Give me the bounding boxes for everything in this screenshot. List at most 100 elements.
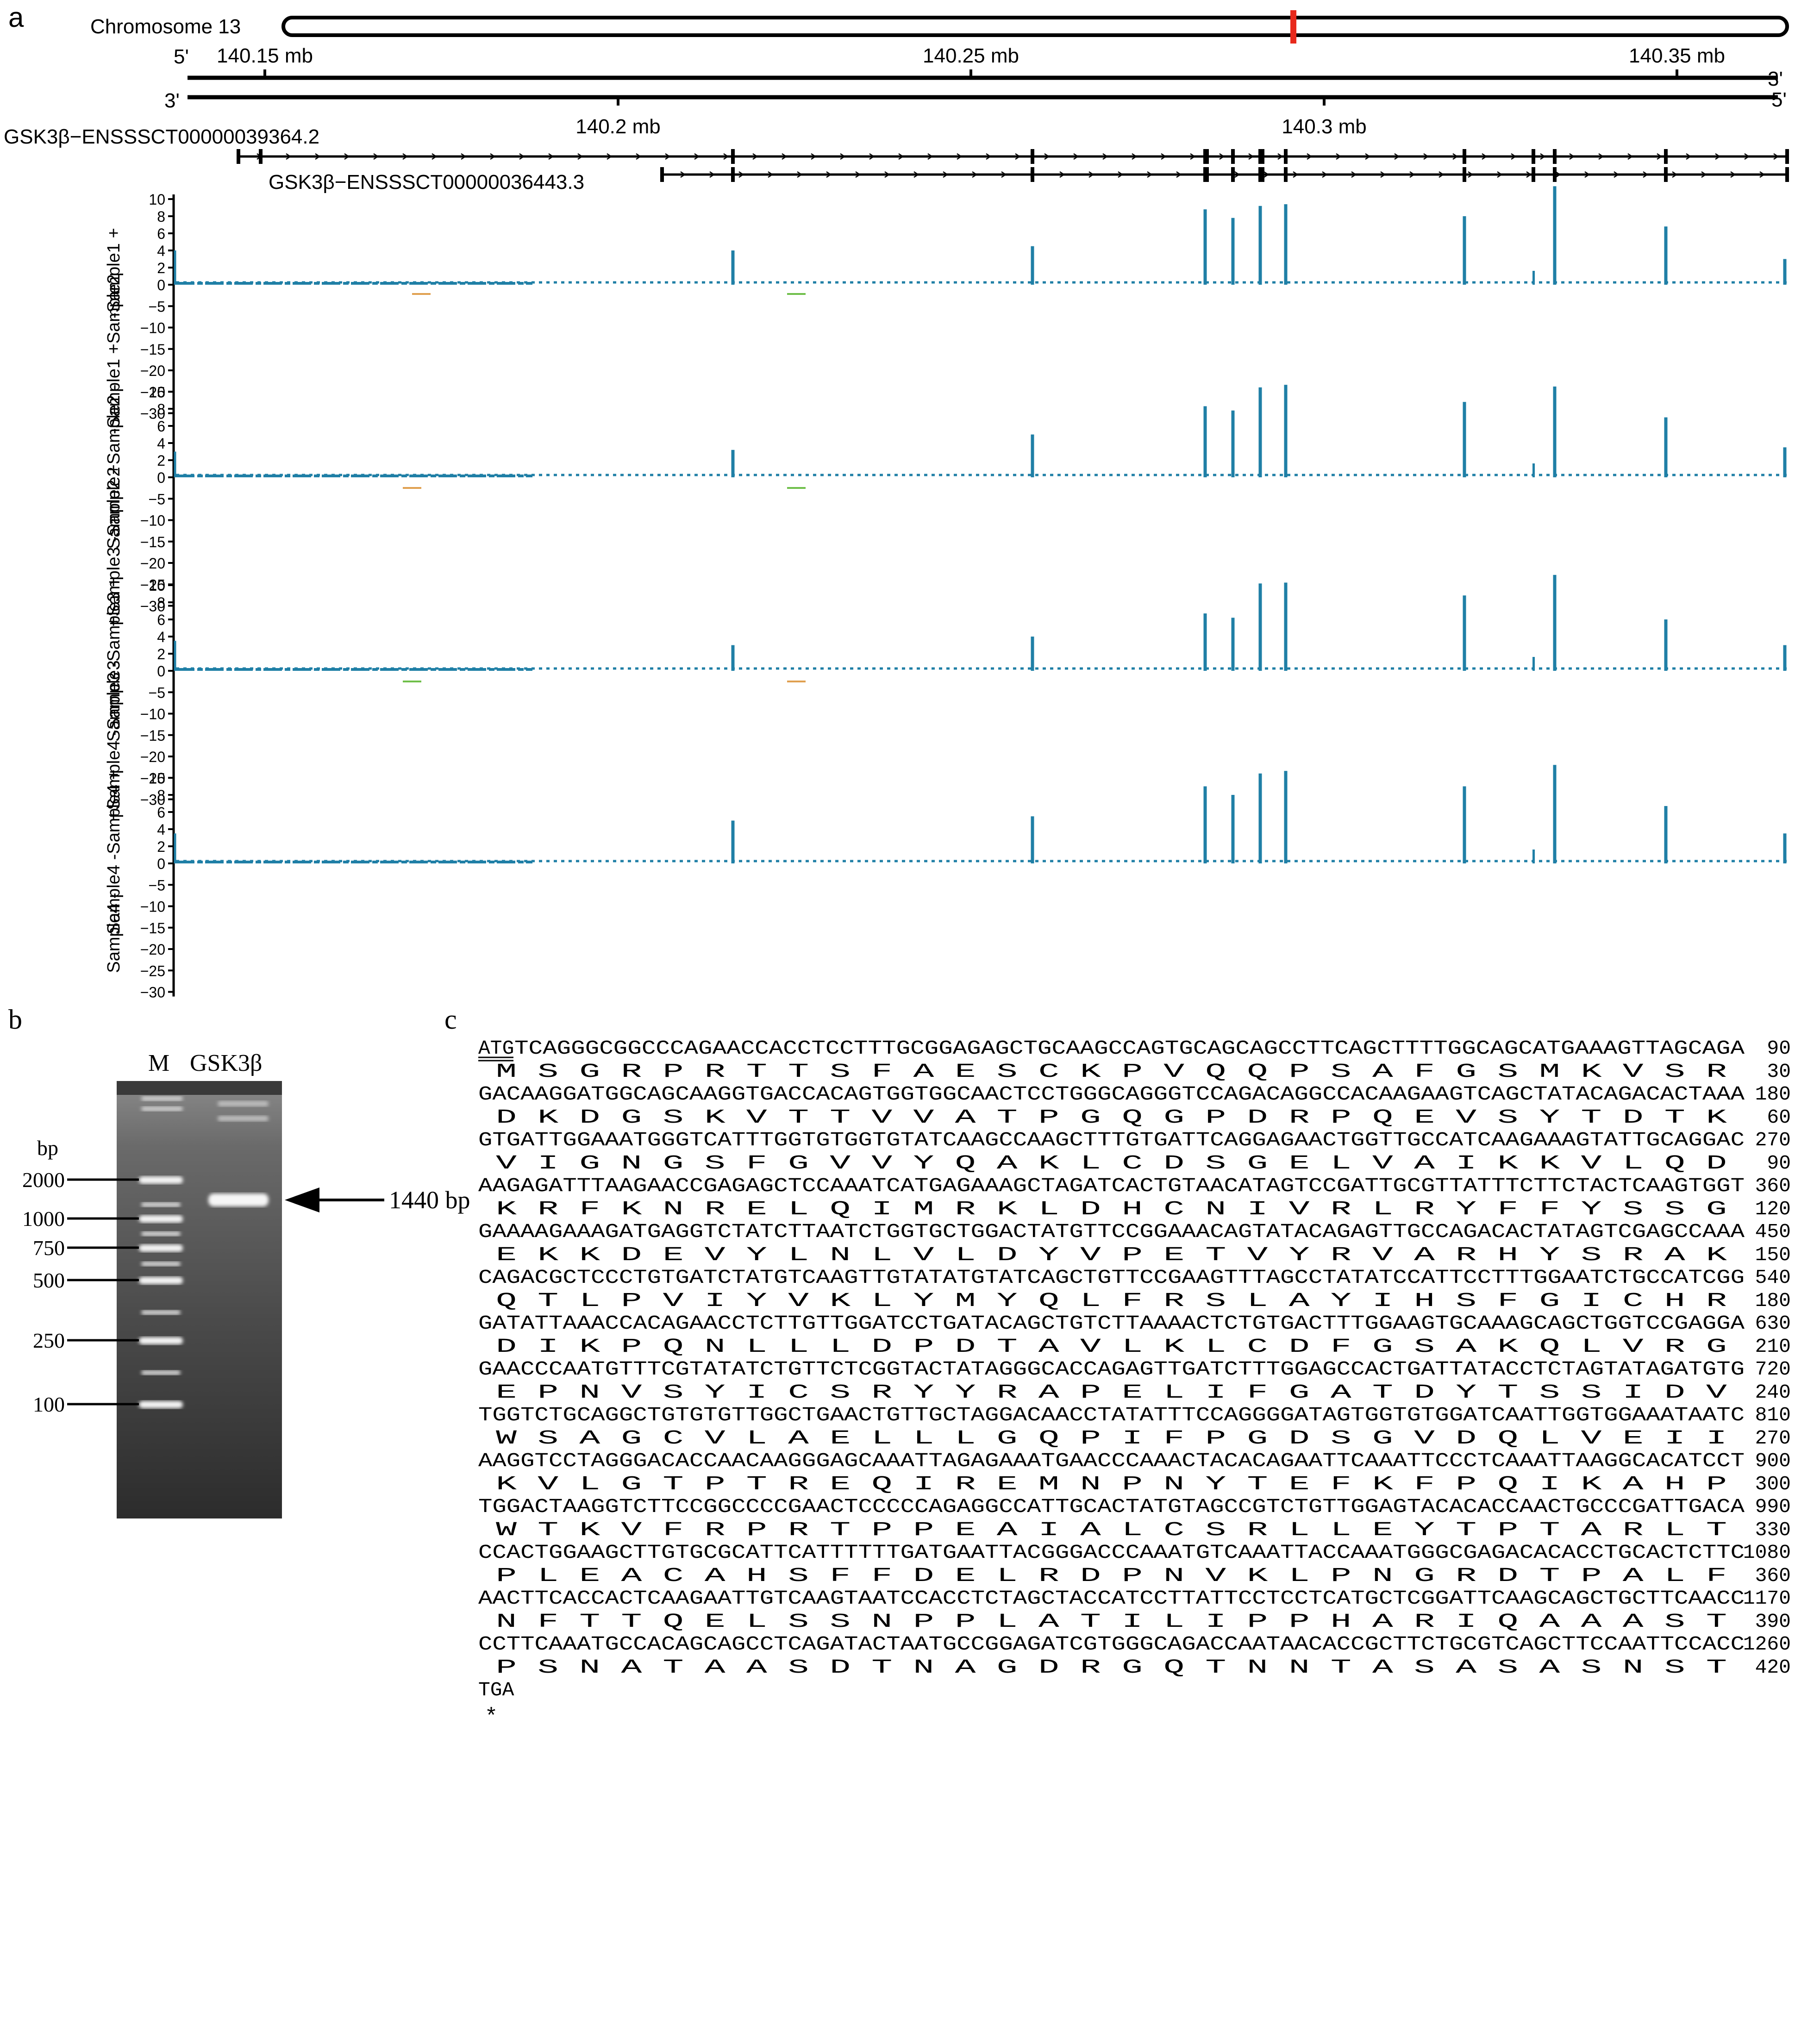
band-arrow-icon — [285, 1187, 319, 1212]
strand-arrow-icon — [402, 153, 408, 160]
strand-arrow-icon — [1555, 171, 1561, 178]
strand-arrow-icon — [1614, 171, 1620, 178]
aa-sequence-row: E P N V S Y I C S R Y Y R A P E L I F G … — [496, 1381, 1727, 1404]
coverage-peak — [1553, 186, 1557, 285]
strand-arrow-icon — [898, 153, 904, 160]
aa-sequence-row: K V L G T P T R E Q I R E M N P N Y T E … — [496, 1473, 1727, 1495]
coverage-peak — [1284, 582, 1288, 671]
coverage-peak — [1284, 771, 1288, 863]
track-tick-label: −15 — [140, 534, 165, 550]
strand-arrow-icon — [1584, 171, 1590, 178]
strand-arrow-icon — [1672, 171, 1678, 178]
dna-sequence-row: GACAAGGATGGCAGCAAGGTGACCACAGTGGTGGCAACTC… — [478, 1083, 1745, 1106]
gel-marker-band — [141, 1370, 181, 1375]
strand-arrow-icon — [943, 171, 949, 178]
lane-label-marker: M — [148, 1050, 169, 1076]
gel-marker-label: 1000 — [22, 1207, 65, 1231]
aa-sequence-row: Q T L P V I Y V K L Y M Y Q L F R S L A … — [496, 1289, 1727, 1312]
coverage-peak — [1532, 463, 1535, 477]
strand-arrow-icon — [548, 153, 554, 160]
dna-sequence-row: CCTTCAAATGCCACAGCAGCCTCAGATACTAATGCCGGAG… — [478, 1633, 1745, 1656]
strand-arrow-icon — [286, 153, 292, 160]
gel-wells — [117, 1081, 282, 1095]
strand-arrow-icon — [1627, 153, 1633, 160]
gel-marker-label: 2000 — [22, 1168, 65, 1192]
track-tick-label: −5 — [149, 491, 165, 507]
coverage-peak — [1031, 434, 1034, 477]
gel-marker-band — [139, 1401, 183, 1408]
stop-marker: * — [485, 1705, 498, 1730]
coverage-peak — [1463, 216, 1466, 285]
strand-arrow-icon — [315, 153, 321, 160]
coverage-peak — [1203, 786, 1207, 863]
strand-arrow-icon — [855, 171, 861, 178]
coverage-peak — [1203, 406, 1207, 477]
strand-arrow-icon — [986, 153, 992, 160]
coverage-peak — [1231, 618, 1235, 671]
dna-sequence-row: AAGGTCCTAGGGACACCAACAAGGGAGCAAATTAGAGAAA… — [478, 1450, 1745, 1472]
aa-sequence-row: V I G N G S F G V V Y Q A K L C D S G E … — [496, 1152, 1727, 1175]
strand-arrow-icon — [1147, 171, 1153, 178]
strand-arrow-icon — [1322, 171, 1328, 178]
nt-position: 90 — [1767, 1037, 1791, 1060]
nt-position: 720 — [1755, 1358, 1791, 1381]
gel-image — [117, 1081, 282, 1518]
track-tick-label: 0 — [157, 663, 165, 680]
nt-position: 630 — [1755, 1312, 1791, 1335]
coverage-noise — [787, 487, 806, 489]
dna-sequence-row: CCACTGGAAGCTTGTGCGCATTCATTTTTTGATGAATTAC… — [478, 1541, 1745, 1564]
strand-arrow-icon — [1365, 153, 1371, 160]
strand-arrow-icon — [1263, 171, 1270, 178]
scale-tick-label-top: 140.15 mb — [217, 44, 313, 67]
strand-arrow-icon — [1307, 153, 1313, 160]
scale-tick-label-bottom: 140.3 mb — [1282, 115, 1366, 138]
gel-marker-label: 250 — [33, 1329, 65, 1352]
strand-arrow-icon — [1102, 153, 1108, 160]
strand-arrow-icon — [957, 153, 963, 160]
strand-arrow-icon — [1088, 171, 1095, 178]
gel-marker-band — [139, 1215, 183, 1223]
coverage-noise — [403, 681, 421, 682]
strand-arrow-icon — [826, 171, 832, 178]
coverage-peak — [1203, 613, 1207, 671]
coverage-peak — [1031, 637, 1034, 671]
strand-arrow-icon — [577, 153, 583, 160]
nt-position: 810 — [1755, 1404, 1791, 1426]
track-tick-label: 4 — [157, 821, 165, 838]
aa-position: 270 — [1755, 1427, 1791, 1450]
gel-marker-band — [139, 1244, 183, 1252]
track-tick-label: −30 — [140, 406, 165, 422]
band-size-label: 1440 bp — [389, 1186, 470, 1214]
track-tick-label: −25 — [140, 384, 165, 400]
strand-arrow-icon — [490, 153, 496, 160]
strand-arrow-icon — [1715, 153, 1721, 160]
coverage-peak — [1231, 795, 1235, 863]
track-tick-label: −5 — [149, 684, 165, 701]
aa-position: 210 — [1755, 1335, 1791, 1358]
coverage-peak — [731, 645, 735, 671]
strand-arrow-icon — [1540, 153, 1546, 160]
coverage-peak — [1783, 833, 1787, 863]
aa-sequence-row: W S A G C V L A E L L L G Q P I F P G D … — [496, 1427, 1727, 1450]
track-tick-label: 10 — [149, 384, 165, 400]
scale-ticks-bottom: 140.2 mb 140.3 mb — [575, 97, 1367, 138]
track-tick-label: −5 — [149, 877, 165, 894]
strand-arrow-icon — [972, 171, 978, 178]
panel-c-label: c — [444, 1004, 457, 1035]
nt-position: 900 — [1755, 1450, 1791, 1472]
strand-arrow-icon — [636, 153, 642, 160]
bp-unit-label: bp — [37, 1136, 58, 1160]
strand-arrow-icon — [1598, 153, 1604, 160]
aa-sequence-row: P S N A T A A S D T N A G D R G Q T N N … — [496, 1656, 1727, 1679]
track-tick-label: 2 — [157, 452, 165, 469]
track-tick-label: −15 — [140, 920, 165, 937]
gel-marker-band — [141, 1231, 181, 1236]
gel-well-band — [141, 1106, 183, 1111]
aa-position: 150 — [1755, 1243, 1791, 1266]
lane-label-gsk3b: GSK3β — [190, 1050, 262, 1076]
coverage-peak — [1553, 575, 1557, 671]
strand-top-left: 5' — [174, 45, 189, 68]
scale-tick-label-bottom: 140.2 mb — [575, 115, 660, 138]
coverage-peak — [1463, 595, 1466, 671]
nt-position: 540 — [1755, 1266, 1791, 1289]
